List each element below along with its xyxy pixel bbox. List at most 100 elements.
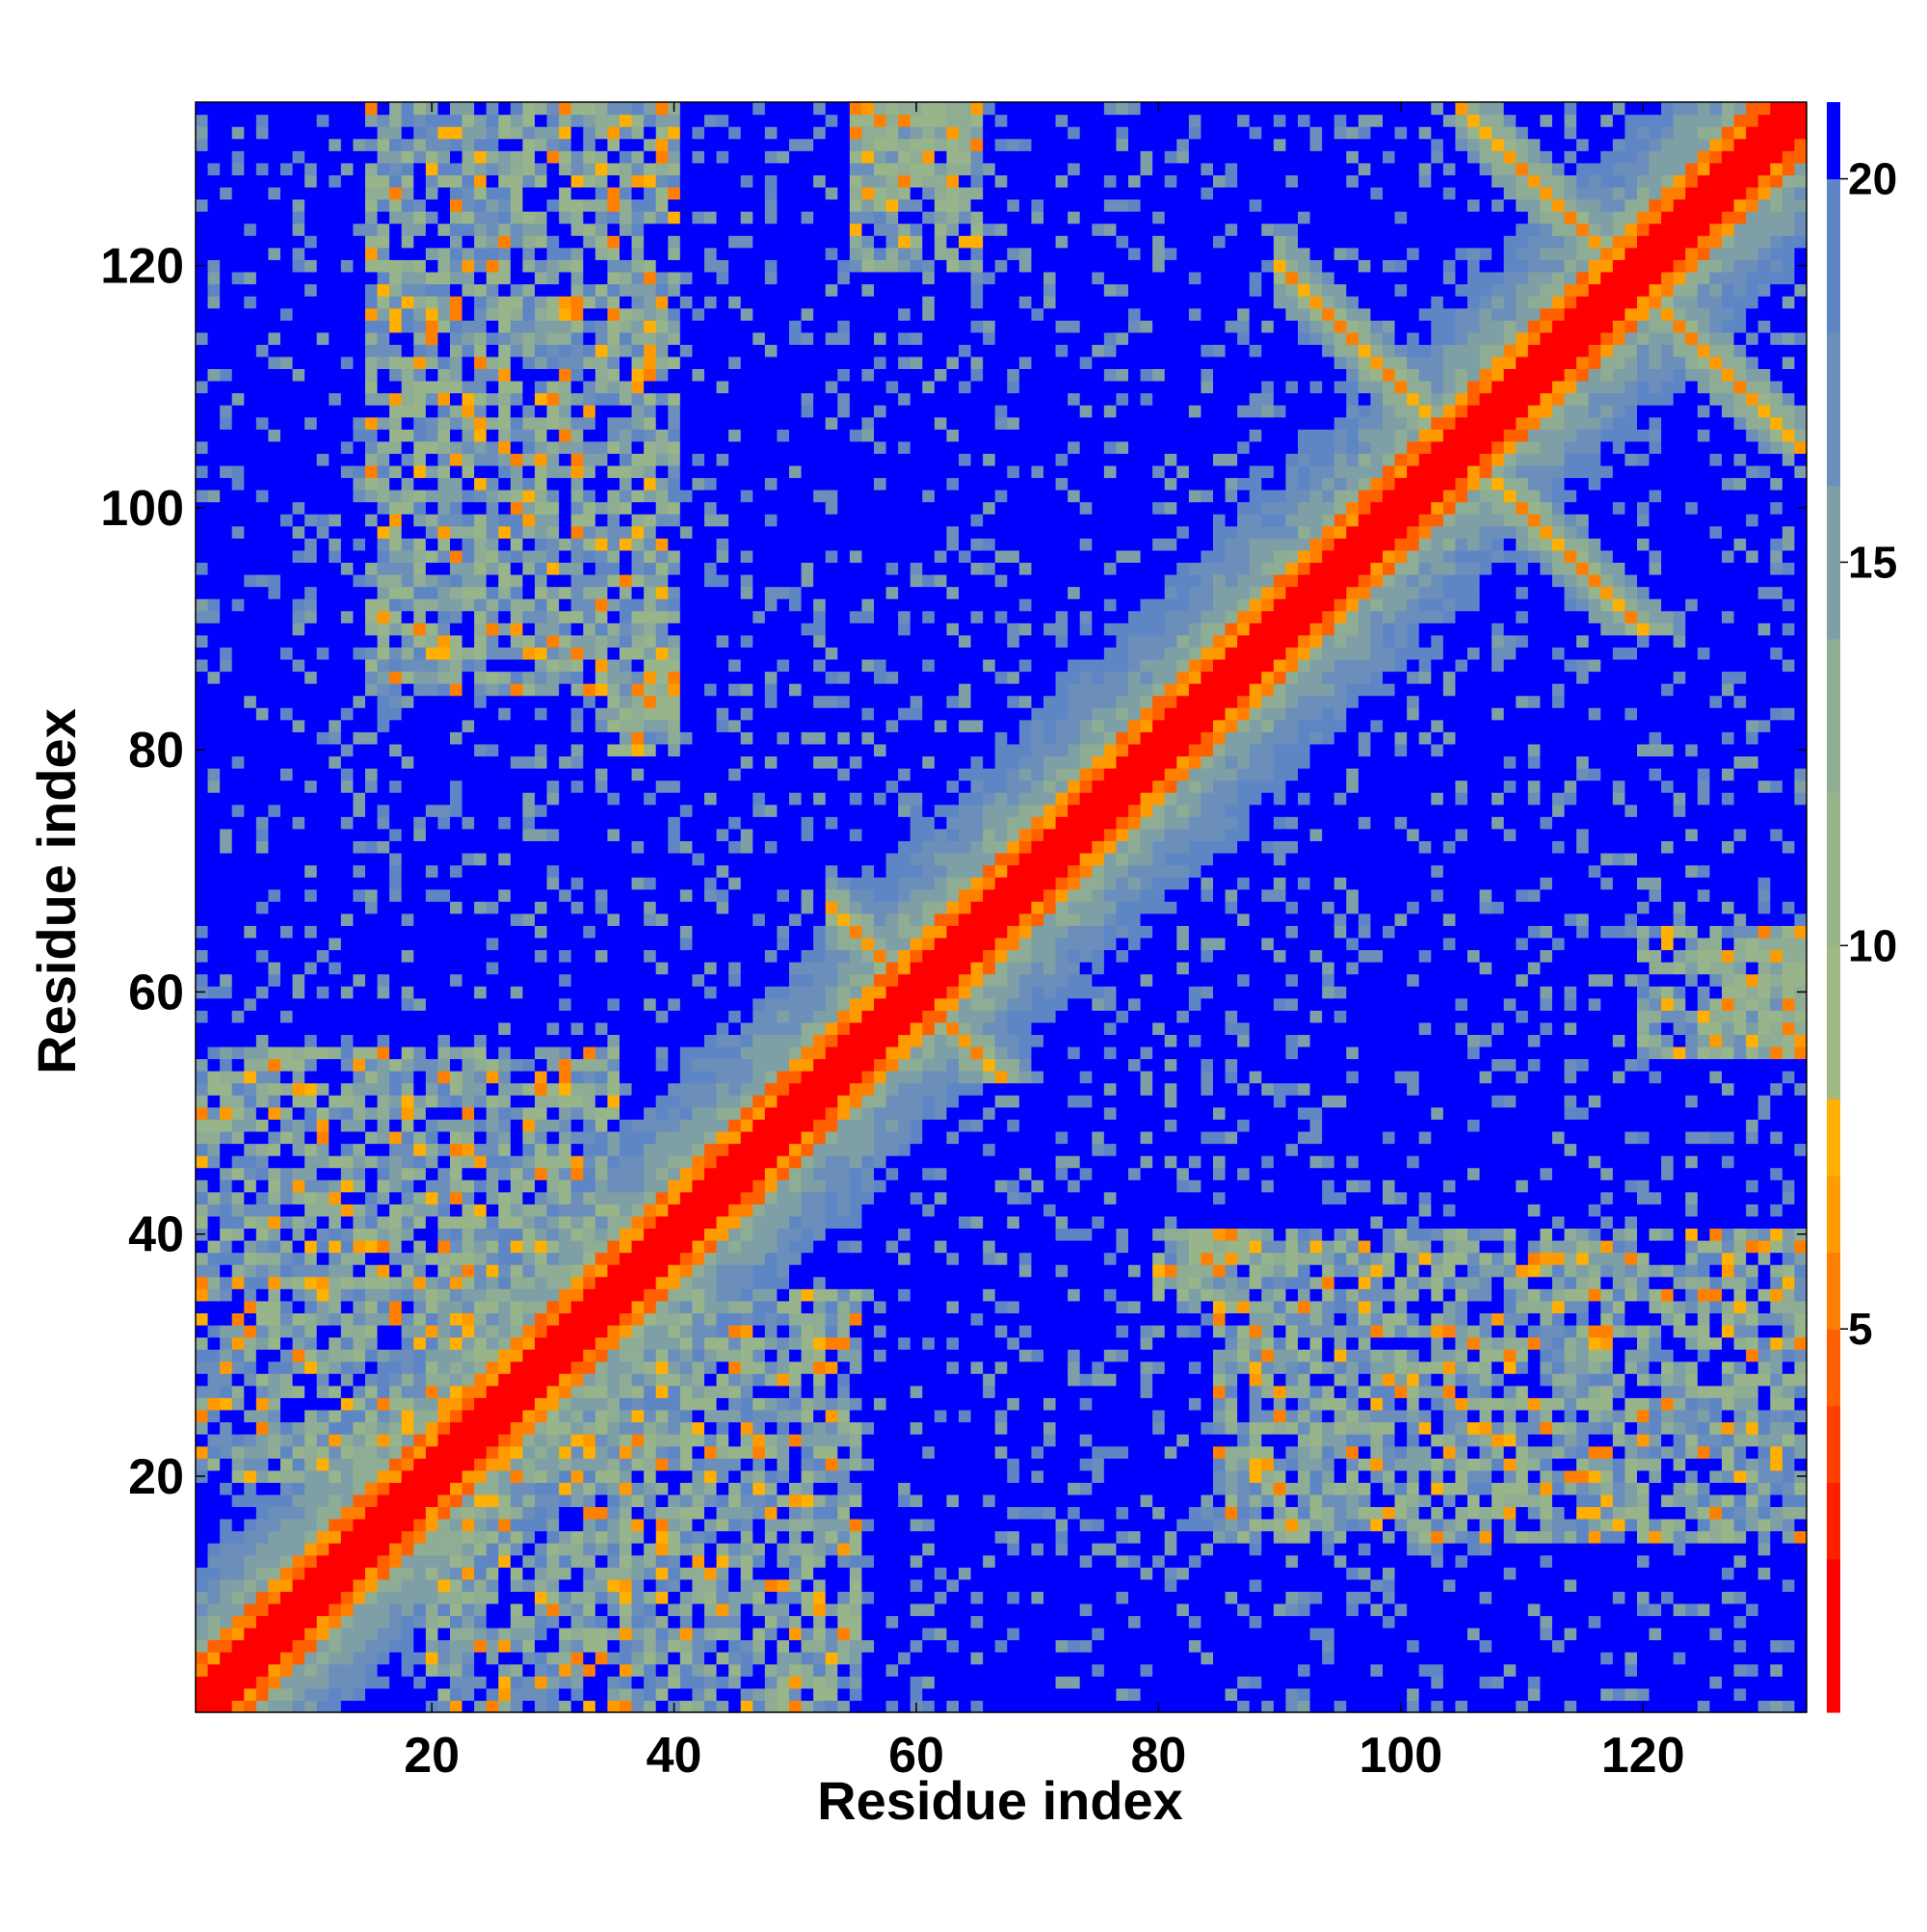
heatmap-cell <box>220 840 233 854</box>
heatmap-cell <box>365 1021 379 1036</box>
heatmap-cell <box>559 1228 572 1241</box>
heatmap-cell <box>644 913 657 926</box>
heatmap-cell <box>486 562 499 575</box>
heatmap-cell <box>255 562 270 575</box>
heatmap-cell <box>329 1409 342 1423</box>
heatmap-cell <box>607 1130 620 1145</box>
heatmap-cell <box>486 247 499 260</box>
heatmap-cell <box>316 962 330 975</box>
heatmap-cell <box>522 114 536 127</box>
heatmap-cell <box>340 549 355 564</box>
heatmap-cell <box>255 223 270 236</box>
heatmap-cell <box>583 1663 596 1677</box>
heatmap-cell <box>220 1397 233 1411</box>
heatmap-cell <box>510 1119 524 1132</box>
heatmap-cell <box>401 1530 414 1544</box>
heatmap-cell <box>474 1506 488 1520</box>
heatmap-cell <box>620 1058 633 1072</box>
heatmap-cell <box>498 816 512 830</box>
heatmap-cell <box>546 719 560 732</box>
heatmap-cell <box>401 1700 414 1713</box>
heatmap-cell <box>365 1652 379 1665</box>
heatmap-cell <box>389 490 403 503</box>
heatmap-cell <box>389 283 403 297</box>
heatmap-cell <box>535 719 548 732</box>
heatmap-cell <box>425 1191 439 1204</box>
heatmap-cell <box>231 380 245 394</box>
heatmap-cell <box>486 1700 499 1713</box>
heatmap-cell <box>340 573 355 588</box>
heatmap-cell <box>231 211 245 225</box>
heatmap-cell <box>255 755 270 769</box>
heatmap-cell <box>474 235 488 249</box>
heatmap-cell <box>631 986 645 999</box>
heatmap-cell <box>389 658 403 673</box>
heatmap-cell <box>292 731 305 745</box>
heatmap-cell <box>474 186 488 200</box>
heatmap-cell <box>425 549 439 564</box>
heatmap-cell <box>522 1676 536 1689</box>
heatmap-cell <box>631 1494 645 1508</box>
heatmap-cell <box>304 707 318 721</box>
heatmap-cell <box>425 1252 439 1265</box>
heatmap-cell <box>304 490 318 503</box>
heatmap-cell <box>231 1373 245 1387</box>
heatmap-cell <box>437 150 451 164</box>
heatmap-cell <box>462 1021 475 1036</box>
heatmap-cell <box>340 816 355 830</box>
heatmap-cell <box>353 114 366 127</box>
heatmap-cell <box>389 695 403 708</box>
heatmap-cell <box>304 1687 318 1702</box>
heatmap-cell <box>255 1397 270 1411</box>
heatmap-cell <box>570 888 584 902</box>
heatmap-cell <box>425 1409 439 1423</box>
heatmap-cell <box>244 852 257 866</box>
heatmap-cell <box>462 1095 475 1108</box>
heatmap-cell <box>510 174 524 188</box>
heatmap-cell <box>498 1361 512 1374</box>
heatmap-cell <box>255 464 270 479</box>
heatmap-cell <box>377 514 390 527</box>
heatmap-cell <box>244 1361 257 1374</box>
heatmap-cell <box>474 1518 488 1532</box>
heatmap-cell <box>196 1252 209 1265</box>
heatmap-cell <box>231 840 245 854</box>
heatmap-cell <box>570 1349 584 1363</box>
heatmap-cell <box>644 1324 657 1338</box>
heatmap-cell <box>340 174 355 188</box>
heatmap-cell <box>268 1482 281 1495</box>
heatmap-cell <box>607 1058 620 1072</box>
heatmap-cell <box>304 1021 318 1036</box>
heatmap-cell <box>559 1324 572 1338</box>
heatmap-cell <box>401 392 414 406</box>
heatmap-cell <box>559 1264 572 1278</box>
heatmap-cell <box>644 1530 657 1544</box>
heatmap-cell <box>377 1409 390 1423</box>
heatmap-cell <box>570 864 584 878</box>
heatmap-cell <box>316 1215 330 1230</box>
heatmap-cell <box>620 1337 633 1350</box>
heatmap-cell <box>450 331 463 345</box>
heatmap-cell <box>280 1337 294 1350</box>
heatmap-cell <box>486 1288 499 1302</box>
heatmap-cell <box>607 1554 620 1568</box>
heatmap-cell <box>401 1397 414 1411</box>
heatmap-cell <box>401 1179 414 1193</box>
heatmap-cell <box>220 150 233 164</box>
heatmap-cell <box>462 186 475 200</box>
heatmap-cell <box>510 440 524 454</box>
heatmap-cell <box>559 1615 572 1628</box>
heatmap-cell <box>607 344 620 357</box>
heatmap-cell <box>329 683 342 697</box>
heatmap-cell <box>292 610 305 623</box>
heatmap-cell <box>220 1469 233 1483</box>
heatmap-cell <box>570 962 584 975</box>
heatmap-cell <box>522 610 536 623</box>
heatmap-cell <box>268 501 281 515</box>
heatmap-cell <box>462 792 475 806</box>
heatmap-cell <box>607 768 620 781</box>
heatmap-cell <box>231 937 245 951</box>
heatmap-cell <box>510 1252 524 1265</box>
heatmap-cell <box>450 1591 463 1604</box>
heatmap-cell <box>570 1204 584 1217</box>
